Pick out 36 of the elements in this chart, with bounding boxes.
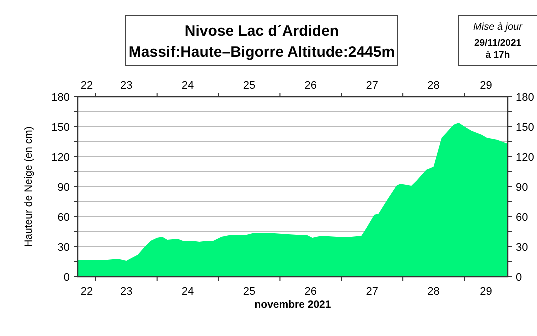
y-tick-label: 0 — [64, 272, 70, 284]
y2-tick-label: 150 — [516, 122, 534, 134]
x2-tick-label: 26 — [304, 286, 318, 298]
y2-tick-label: 120 — [516, 152, 534, 164]
y2-tick-label: 30 — [516, 242, 528, 254]
y-axis-title: Hauteur de Neige (en cm) — [23, 126, 35, 248]
chart-subtitle: Massif:Haute–Bigorre Altitude:2445m — [128, 44, 396, 61]
x2-tick-label: 27 — [366, 286, 378, 298]
x-tick-label: 28 — [428, 80, 440, 92]
y-tick-label: 30 — [58, 242, 70, 254]
x2-tick-label: 25 — [243, 286, 256, 298]
x-tick-label: 23 — [120, 80, 133, 92]
y2-tick-label: 90 — [516, 182, 528, 194]
x-tick-label: 22 — [80, 80, 94, 92]
x-tick-label: 26 — [304, 80, 318, 92]
y2-tick-label: 60 — [516, 212, 528, 224]
x2-tick-label: 28 — [428, 286, 440, 298]
x2-tick-label: 24 — [182, 286, 194, 298]
y-tick-label: 180 — [52, 92, 70, 104]
x-tick-label: 25 — [243, 80, 256, 92]
y-tick-label: 120 — [52, 152, 70, 164]
y2-tick-label: 180 — [516, 92, 534, 104]
x-axis-title: novembre 2021 — [254, 299, 332, 311]
y-tick-label: 150 — [52, 122, 70, 134]
x2-tick-label: 29 — [480, 286, 492, 298]
y2-tick-label: 0 — [516, 272, 522, 284]
text: 29/11/2021 à 17h — [474, 38, 522, 61]
x2-tick-label: 23 — [120, 286, 133, 298]
x2-tick-label: 22 — [80, 286, 94, 298]
x-tick-label: 27 — [366, 80, 378, 92]
x-tick-label: 24 — [182, 80, 194, 92]
x-tick-label: 29 — [480, 80, 492, 92]
chart-title: Nivose Lac d´Ardiden — [184, 23, 340, 40]
y-tick-label: 60 — [58, 212, 70, 224]
y-tick-label: 90 — [58, 182, 70, 194]
text: Mise à jour — [474, 22, 524, 33]
